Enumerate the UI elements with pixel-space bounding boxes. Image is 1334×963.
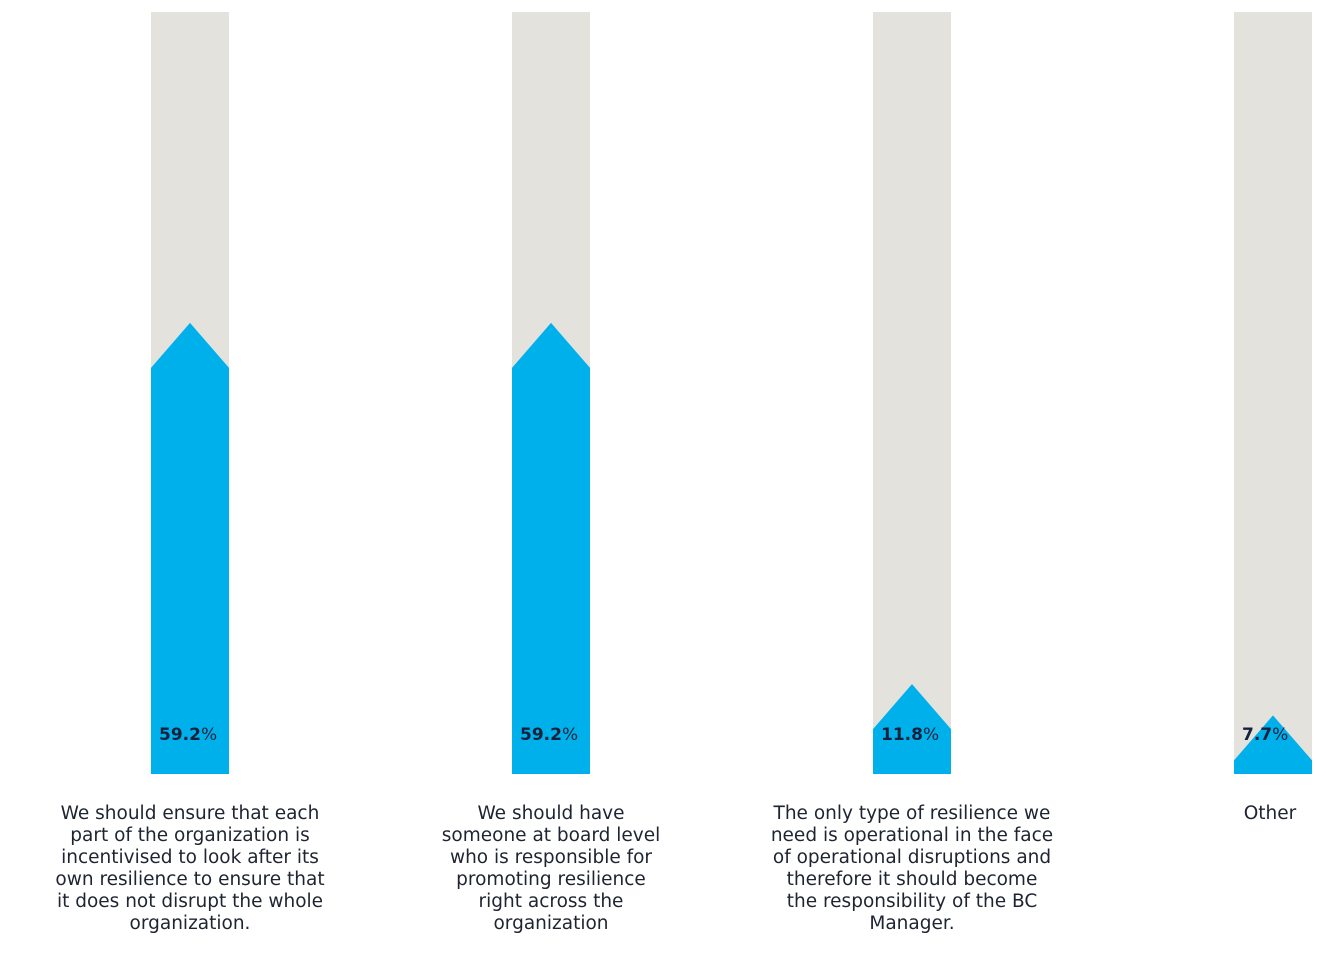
value-number: 59.2 (520, 725, 562, 745)
value-unit: % (922, 725, 940, 745)
category-label: We should have someone at board level wh… (441, 803, 661, 934)
category-label: The only type of resilience we need is o… (770, 803, 1054, 934)
value-label: 59.2% (159, 725, 217, 745)
value-number: 7.7 (1242, 725, 1273, 745)
value-label: 59.2% (520, 725, 578, 745)
value-number: 11.8 (881, 725, 923, 745)
bar-track (1234, 12, 1312, 774)
value-number: 59.2 (159, 725, 201, 745)
bar (1234, 715, 1312, 774)
value-unit: % (200, 725, 218, 745)
bar (873, 684, 951, 774)
bar-track (873, 12, 951, 774)
category-label: We should ensure that each part of the o… (55, 803, 325, 934)
value-unit: % (561, 725, 579, 745)
value-unit: % (1272, 725, 1289, 745)
value-label: 7.7% (1242, 725, 1288, 745)
bar (512, 322, 590, 774)
bar (151, 322, 229, 774)
value-label: 11.8% (881, 725, 939, 745)
category-label: Other (1243, 803, 1297, 824)
